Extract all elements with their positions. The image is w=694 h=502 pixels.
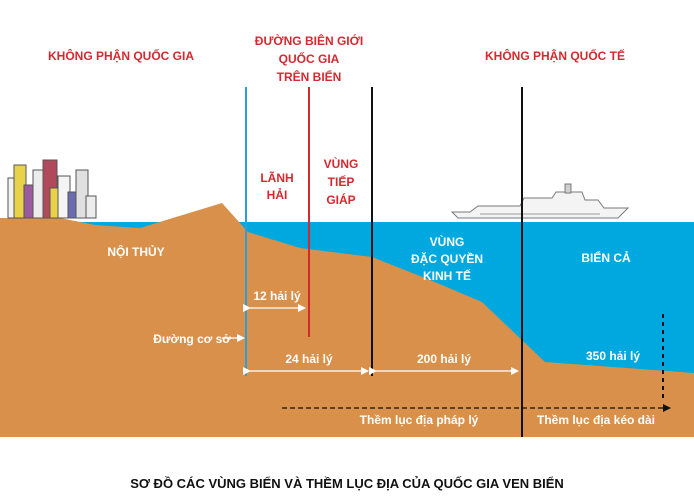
nm-12-label: 12 hải lý [253, 289, 301, 303]
eez-label-line1: VÙNG [430, 234, 465, 249]
contiguous-zone-label-line1: VÙNG [324, 156, 359, 171]
eez-label-line2: ĐẶC QUYỀN [411, 251, 483, 266]
high-seas-label: BIỂN CẢ [581, 250, 631, 265]
contiguous-zone-label-line3: GIÁP [326, 192, 355, 207]
land [0, 203, 694, 437]
internal-waters-label: NỘI THỦY [107, 244, 164, 259]
border-label-line1: ĐƯỜNG BIÊN GIỚI [255, 33, 363, 48]
nm-24-label: 24 hải lý [285, 352, 333, 366]
ship-icon [450, 183, 630, 219]
national-airspace-label: KHÔNG PHẬN QUỐC GIA [48, 48, 194, 63]
legal-shelf-label: Thềm lục địa pháp lý [360, 413, 479, 427]
border-label-line3: TRÊN BIỂN [277, 69, 342, 84]
eez-label-line3: KINH TẾ [423, 268, 471, 283]
international-airspace-label: KHÔNG PHẬN QUỐC TẾ [485, 48, 625, 63]
nm-350-label: 350 hải lý [586, 349, 640, 363]
extended-shelf-label: Thềm lục địa kéo dài [537, 413, 655, 427]
territorial-sea-label-line1: LÃNH [260, 170, 293, 185]
territorial-sea-label-line2: HẢI [267, 187, 288, 202]
nm-200-label: 200 hải lý [417, 352, 471, 366]
city-skyline-icon [7, 159, 97, 219]
contiguous-zone-label-line2: TIẾP [328, 174, 355, 189]
baseline-label: Đường cơ sở [153, 332, 231, 346]
border-label-line2: QUỐC GIA [279, 51, 340, 66]
diagram-caption: SƠ ĐỒ CÁC VÙNG BIỂN VÀ THỀM LỤC ĐỊA CỦA … [130, 476, 564, 491]
